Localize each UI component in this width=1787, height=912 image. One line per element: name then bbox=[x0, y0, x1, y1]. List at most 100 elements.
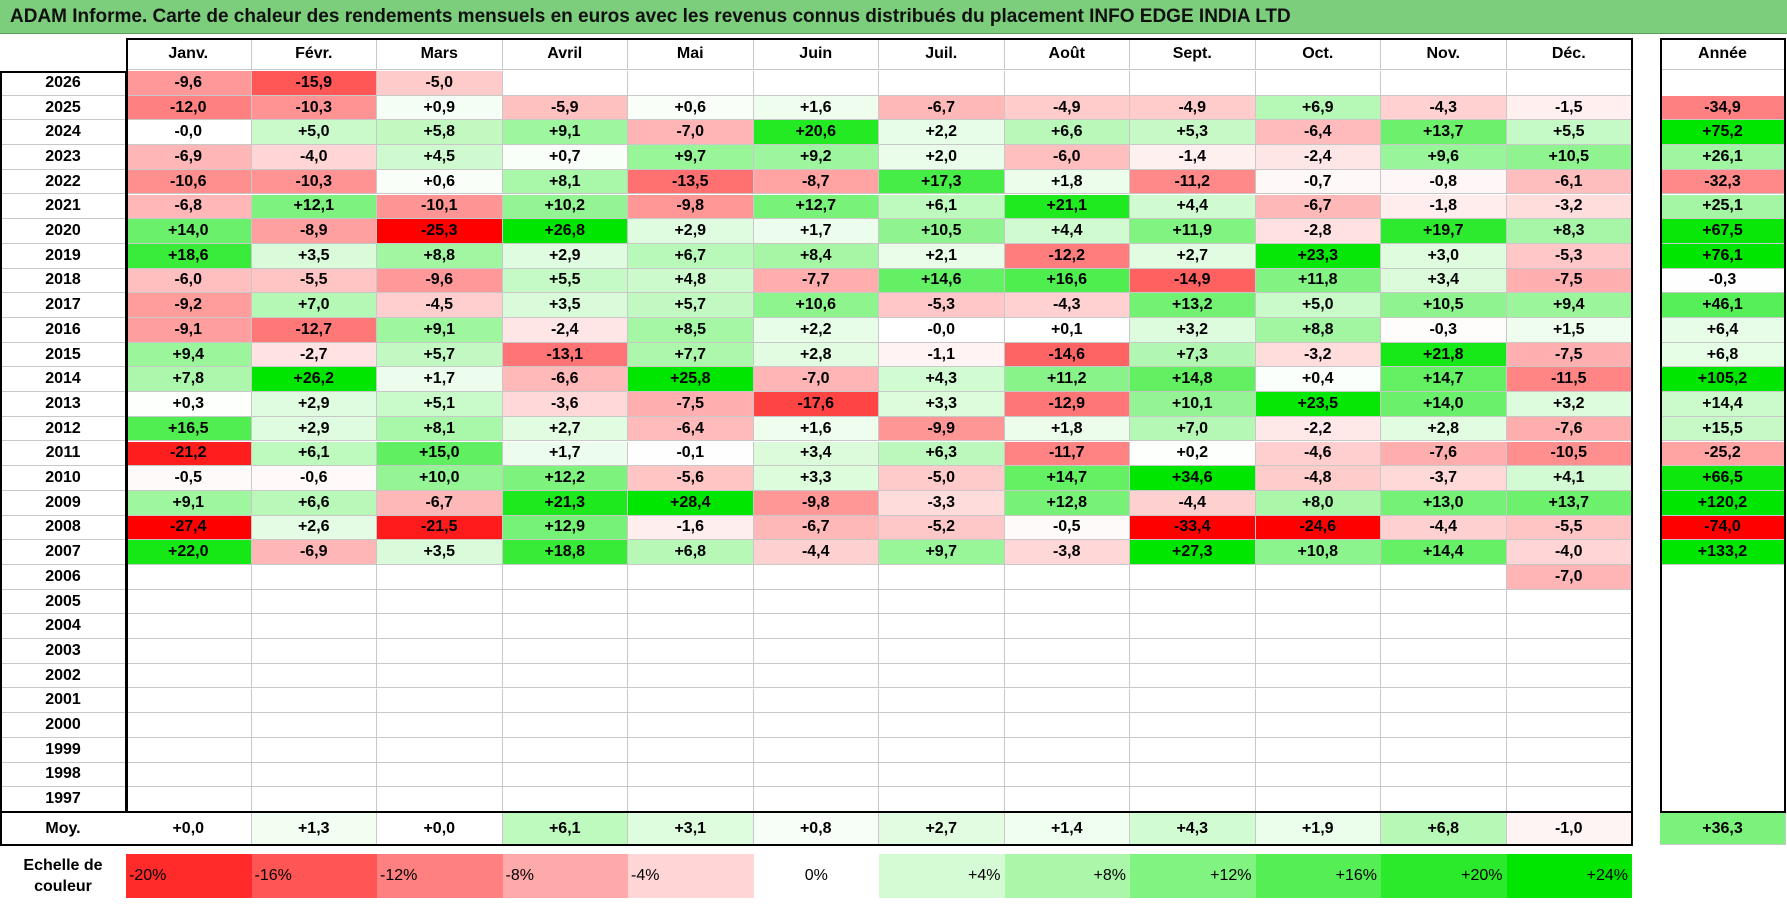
heatmap-cell: -0,5 bbox=[126, 466, 252, 491]
heatmap-cell: +10,6 bbox=[753, 293, 879, 318]
heatmap-cell: +10,8 bbox=[1255, 540, 1381, 565]
heatmap-cell: -4,0 bbox=[1506, 540, 1632, 565]
heatmap-cell bbox=[1506, 614, 1632, 640]
year-label: 2008 bbox=[0, 515, 126, 541]
heatmap-cell: +13,0 bbox=[1381, 490, 1507, 516]
heatmap-cell bbox=[1004, 71, 1130, 96]
heatmap-cell bbox=[377, 639, 503, 664]
heatmap-cell bbox=[1506, 663, 1632, 689]
heatmap-cell: +9,6 bbox=[1381, 145, 1507, 170]
annual-cell: +25,1 bbox=[1660, 194, 1786, 220]
heatmap-cell: -5,5 bbox=[251, 268, 377, 294]
heatmap-cell: +5,7 bbox=[377, 342, 503, 368]
annual-cell: -25,2 bbox=[1660, 441, 1786, 467]
heatmap-cell: -9,6 bbox=[126, 71, 252, 96]
heatmap-cell bbox=[753, 589, 879, 615]
heatmap-cell: +9,1 bbox=[377, 318, 503, 343]
heatmap-cell bbox=[1255, 565, 1381, 590]
color-scale-swatch: +20% bbox=[1381, 854, 1507, 898]
average-cell: +2,7 bbox=[879, 813, 1005, 845]
heatmap-cell: -1,5 bbox=[1506, 95, 1632, 121]
average-cell: +1,3 bbox=[251, 813, 377, 845]
heatmap-cell bbox=[753, 787, 879, 812]
heatmap-cell: -6,6 bbox=[502, 367, 628, 393]
heatmap-cell bbox=[251, 639, 377, 664]
heatmap-cell: -7,0 bbox=[628, 120, 754, 146]
heatmap-cell bbox=[1506, 762, 1632, 788]
heatmap-cell bbox=[1381, 762, 1507, 788]
heatmap-cell: +28,4 bbox=[628, 490, 754, 516]
heatmap-cell bbox=[251, 713, 377, 738]
heatmap-cell bbox=[1004, 589, 1130, 615]
heatmap-cell: -6,7 bbox=[1255, 194, 1381, 220]
heatmap-cell: +8,8 bbox=[377, 243, 503, 269]
heatmap-cell bbox=[377, 787, 503, 812]
average-annual-cell: +36,3 bbox=[1660, 813, 1786, 845]
heatmap-cell: +7,0 bbox=[251, 293, 377, 318]
heatmap-cell: +5,0 bbox=[1255, 293, 1381, 318]
heatmap-cell bbox=[502, 71, 628, 96]
annual-cell bbox=[1660, 614, 1786, 640]
heatmap-cell: +0,4 bbox=[1255, 367, 1381, 393]
heatmap-cell bbox=[502, 688, 628, 714]
month-header: Oct. bbox=[1255, 38, 1381, 70]
heatmap-cell: +7,8 bbox=[126, 367, 252, 393]
heatmap-cell: -6,7 bbox=[377, 490, 503, 516]
heatmap-cell: -7,5 bbox=[1506, 268, 1632, 294]
heatmap-cell: +8,5 bbox=[628, 318, 754, 343]
heatmap-cell: +10,0 bbox=[377, 466, 503, 491]
heatmap-cell: +9,7 bbox=[628, 145, 754, 170]
heatmap-cell: -0,5 bbox=[1004, 515, 1130, 541]
heatmap-cell: +9,2 bbox=[753, 145, 879, 170]
heatmap-cell: -12,2 bbox=[1004, 243, 1130, 269]
heatmap-cell: +12,2 bbox=[502, 466, 628, 491]
annual-cell bbox=[1660, 71, 1786, 96]
annual-cell bbox=[1660, 663, 1786, 689]
heatmap-cell: +3,3 bbox=[753, 466, 879, 491]
heatmap-cell bbox=[1506, 787, 1632, 812]
heatmap-cell: -4,3 bbox=[1004, 293, 1130, 318]
heatmap-cell: +6,6 bbox=[251, 490, 377, 516]
heatmap-cell: +0,6 bbox=[377, 169, 503, 195]
heatmap-cell: +20,6 bbox=[753, 120, 879, 146]
heatmap-cell bbox=[1004, 787, 1130, 812]
heatmap-cell bbox=[1381, 614, 1507, 640]
heatmap-cell: +10,5 bbox=[879, 219, 1005, 244]
heatmap-cell bbox=[1381, 737, 1507, 763]
heatmap-cell bbox=[628, 565, 754, 590]
heatmap-cell bbox=[1130, 713, 1256, 738]
annual-cell: +120,2 bbox=[1660, 490, 1786, 516]
heatmap-cell: +4,4 bbox=[1004, 219, 1130, 244]
heatmap-cell: +21,8 bbox=[1381, 342, 1507, 368]
month-header: Juil. bbox=[879, 38, 1005, 70]
color-scale-swatch: +24% bbox=[1506, 854, 1632, 898]
annual-cell: -74,0 bbox=[1660, 515, 1786, 541]
heatmap-cell: +10,1 bbox=[1130, 392, 1256, 417]
heatmap-cell bbox=[753, 639, 879, 664]
heatmap-cell: -7,5 bbox=[628, 392, 754, 417]
heatmap-cell bbox=[126, 688, 252, 714]
heatmap-cell: +3,2 bbox=[1130, 318, 1256, 343]
heatmap-cell bbox=[377, 614, 503, 640]
heatmap-cell bbox=[377, 565, 503, 590]
heatmap-cell: -1,6 bbox=[628, 515, 754, 541]
heatmap-cell bbox=[251, 614, 377, 640]
heatmap-cell bbox=[1130, 787, 1256, 812]
year-label: 2022 bbox=[0, 169, 126, 195]
heatmap-cell: -4,9 bbox=[1130, 95, 1256, 121]
heatmap-cell bbox=[1004, 663, 1130, 689]
heatmap-cell: -1,4 bbox=[1130, 145, 1256, 170]
heatmap-cell: -6,9 bbox=[251, 540, 377, 565]
heatmap-cell: -3,8 bbox=[1004, 540, 1130, 565]
heatmap-cell bbox=[377, 713, 503, 738]
heatmap-cell: -13,1 bbox=[502, 342, 628, 368]
month-header: Janv. bbox=[126, 38, 252, 70]
heatmap-cell bbox=[1255, 688, 1381, 714]
heatmap-cell: -6,8 bbox=[126, 194, 252, 220]
heatmap-cell: +7,7 bbox=[628, 342, 754, 368]
heatmap-cell: +26,2 bbox=[251, 367, 377, 393]
heatmap-cell: +11,2 bbox=[1004, 367, 1130, 393]
heatmap-cell: -21,5 bbox=[377, 515, 503, 541]
heatmap-cell bbox=[879, 71, 1005, 96]
heatmap-cell bbox=[126, 762, 252, 788]
